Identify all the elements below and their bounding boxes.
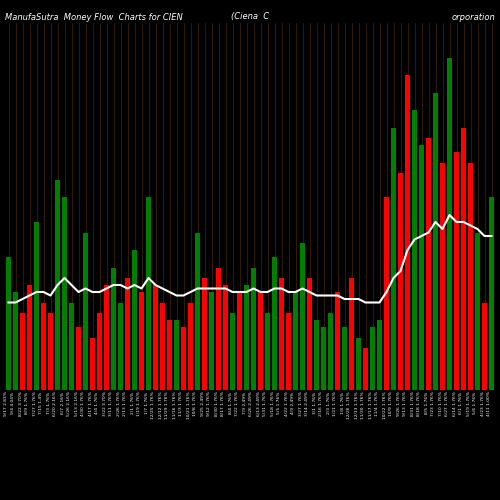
Bar — [237, 292, 242, 390]
Bar — [251, 268, 256, 390]
Bar — [209, 292, 214, 390]
Bar — [377, 320, 382, 390]
Bar — [482, 302, 487, 390]
Bar — [314, 320, 319, 390]
Text: ManufaSutra  Money Flow  Charts for CIEN: ManufaSutra Money Flow Charts for CIEN — [5, 12, 183, 22]
Bar — [13, 292, 18, 390]
Bar — [125, 278, 130, 390]
Bar — [97, 313, 102, 390]
Bar — [265, 313, 270, 390]
Bar — [167, 320, 172, 390]
Bar — [223, 285, 228, 390]
Bar — [83, 232, 88, 390]
Bar — [195, 232, 200, 390]
Bar — [62, 198, 67, 390]
Bar — [433, 92, 438, 390]
Bar — [370, 327, 375, 390]
Bar — [384, 198, 389, 390]
Text: orporation: orporation — [451, 12, 495, 22]
Bar — [132, 250, 137, 390]
Bar — [328, 313, 333, 390]
Bar — [440, 162, 445, 390]
Bar — [139, 292, 144, 390]
Bar — [244, 285, 249, 390]
Bar — [419, 145, 424, 390]
Bar — [111, 268, 116, 390]
Bar — [258, 292, 263, 390]
Bar — [174, 320, 179, 390]
Bar — [391, 128, 396, 390]
Bar — [272, 257, 277, 390]
Bar — [286, 313, 291, 390]
Bar — [48, 313, 53, 390]
Text: (Ciena  C: (Ciena C — [231, 12, 269, 22]
Bar — [202, 278, 207, 390]
Bar — [20, 313, 25, 390]
Bar — [230, 313, 235, 390]
Bar — [181, 327, 186, 390]
Bar — [356, 338, 361, 390]
Bar — [90, 338, 95, 390]
Bar — [454, 152, 459, 390]
Bar — [426, 138, 431, 390]
Bar — [461, 128, 466, 390]
Bar — [6, 257, 11, 390]
Bar — [104, 285, 109, 390]
Bar — [321, 327, 326, 390]
Bar — [153, 285, 158, 390]
Bar — [349, 278, 354, 390]
Bar — [412, 110, 417, 390]
Bar — [300, 243, 305, 390]
Bar — [188, 302, 193, 390]
Bar — [447, 58, 452, 390]
Bar — [293, 292, 298, 390]
Bar — [146, 198, 151, 390]
Bar — [160, 302, 165, 390]
Bar — [307, 278, 312, 390]
Bar — [363, 348, 368, 390]
Bar — [34, 222, 39, 390]
Bar — [41, 302, 46, 390]
Bar — [69, 302, 74, 390]
Bar — [55, 180, 60, 390]
Bar — [335, 292, 340, 390]
Bar — [475, 232, 480, 390]
Bar — [489, 198, 494, 390]
Bar — [216, 268, 221, 390]
Bar — [468, 162, 473, 390]
Bar — [398, 173, 403, 390]
Bar — [76, 327, 81, 390]
Bar — [405, 75, 410, 390]
Bar — [27, 285, 32, 390]
Bar — [279, 278, 284, 390]
Bar — [118, 302, 123, 390]
Bar — [342, 327, 347, 390]
